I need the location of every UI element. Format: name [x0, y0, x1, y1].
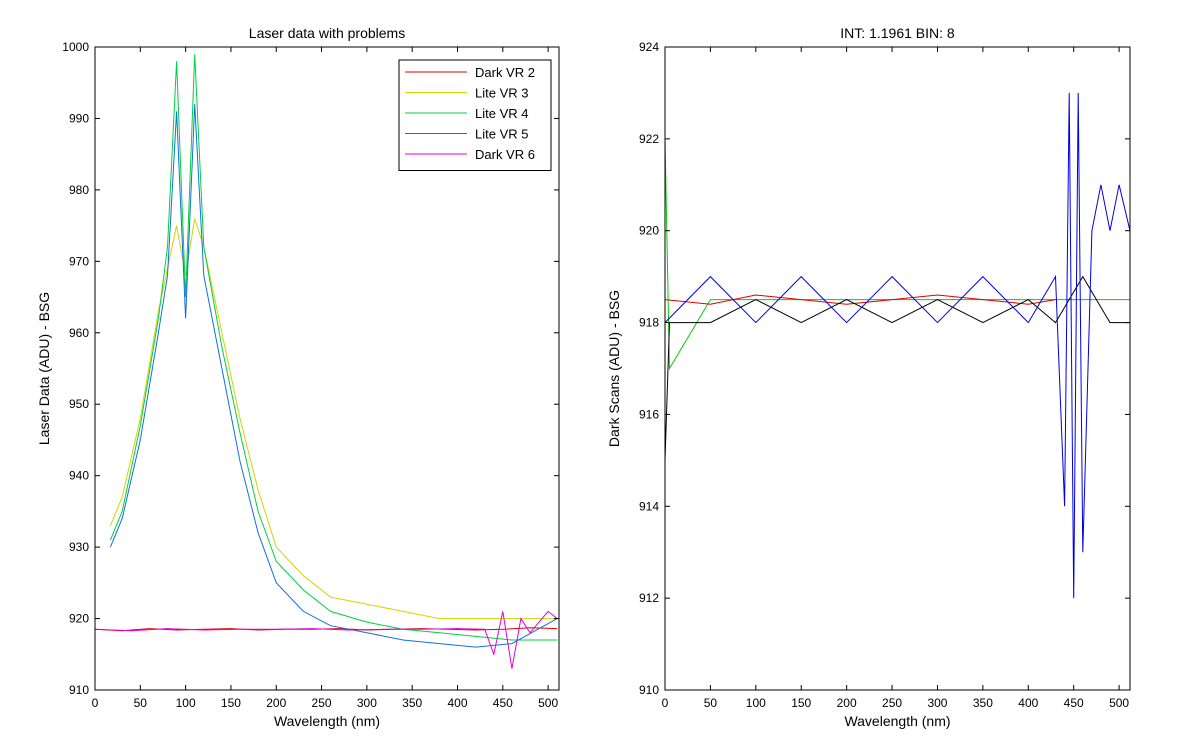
- chart-2-x-tick-label: 350: [973, 696, 993, 710]
- chart-1-x-tick-label: 250: [312, 696, 332, 710]
- chart-1-x-tick-label: 150: [221, 696, 241, 710]
- chart-1-legend-label-1: Dark VR 2: [475, 65, 535, 80]
- chart-2-y-tick-label: 920: [639, 224, 659, 238]
- chart-2-y-tick-label: 924: [639, 40, 659, 54]
- chart-1-x-tick-label: 350: [402, 696, 422, 710]
- chart-1-y-tick-label: 990: [69, 111, 89, 125]
- chart-1-y-axis-label: Laser Data (ADU) - BSG: [36, 292, 52, 445]
- chart-2-x-tick-label: 0: [662, 696, 669, 710]
- chart-2-y-tick-label: 912: [639, 591, 659, 605]
- chart-2-x-tick-label: 50: [704, 696, 718, 710]
- chart-1-legend-box: [398, 59, 552, 171]
- chart-2-x-tick-label: 100: [746, 696, 766, 710]
- chart-2-y-tick-label: 916: [639, 407, 659, 421]
- chart-2-x-tick-label: 500: [1109, 696, 1129, 710]
- chart-2-y-tick-label: 910: [639, 683, 659, 697]
- chart-1-title: Laser data with problems: [249, 25, 405, 41]
- chart-1-legend-label-4: Lite VR 5: [475, 127, 528, 142]
- chart-1-series-4-line: [109, 104, 558, 648]
- chart-2-x-tick-label: 150: [791, 696, 811, 710]
- chart-2-x-axis-label: Wavelength (nm): [844, 713, 950, 729]
- chart-1-series-3-line: [109, 54, 558, 641]
- chart-2-x-tick-label: 400: [1018, 696, 1038, 710]
- chart-1-legend-label-3: Lite VR 4: [475, 106, 528, 121]
- chart-2-x-tick-label: 200: [837, 696, 857, 710]
- chart-1-x-tick-label: 300: [357, 696, 377, 710]
- chart-2-plot-area: [665, 47, 1130, 690]
- chart-1-y-tick-label: 980: [69, 183, 89, 197]
- chart-2-y-tick-label: 918: [639, 316, 659, 330]
- chart-2-x-tick-label: 300: [927, 696, 947, 710]
- chart-2-y-tick-label: 914: [639, 499, 659, 513]
- chart-1-x-tick-label: 400: [447, 696, 467, 710]
- chart-1-y-tick-label: 960: [69, 326, 89, 340]
- chart-1-y-tick-label: 940: [69, 469, 89, 483]
- chart-2-title: INT: 1.1961 BIN: 8: [840, 25, 955, 41]
- chart-1-x-tick-label: 0: [92, 696, 99, 710]
- chart-1-x-axis-label: Wavelength (nm): [274, 713, 380, 729]
- chart-1-legend-label-2: Lite VR 3: [475, 86, 528, 101]
- chart-2-axes-box: [664, 46, 1131, 691]
- chart-1-series-5-line: [94, 610, 558, 669]
- chart-1-y-tick-label: 950: [69, 397, 89, 411]
- chart-1-x-tick-label: 100: [176, 696, 196, 710]
- chart-1-y-tick-label: 970: [69, 254, 89, 268]
- chart-2-x-tick-label: 450: [1064, 696, 1084, 710]
- chart-1-y-tick-label: 930: [69, 540, 89, 554]
- chart-1-y-tick-label: 1000: [62, 40, 89, 54]
- chart-2-x-tick-label: 250: [882, 696, 902, 710]
- chart-2-series-4-line: [664, 92, 1131, 599]
- chart-1-x-tick-label: 500: [538, 696, 558, 710]
- chart-2-y-axis-label: Dark Scans (ADU) - BSG: [606, 290, 622, 447]
- chart-1-y-tick-label: 910: [69, 683, 89, 697]
- chart-1-y-tick-label: 920: [69, 612, 89, 626]
- chart-1-axes-box: [94, 46, 560, 691]
- chart-2-series-3-line: [664, 275, 1130, 461]
- chart-1-x-tick-label: 50: [134, 696, 148, 710]
- chart-1-x-tick-label: 200: [266, 696, 286, 710]
- chart-2-y-tick-label: 922: [639, 132, 659, 146]
- chart-1-legend-label-5: Dark VR 6: [475, 147, 535, 162]
- chart-1-x-tick-label: 450: [493, 696, 513, 710]
